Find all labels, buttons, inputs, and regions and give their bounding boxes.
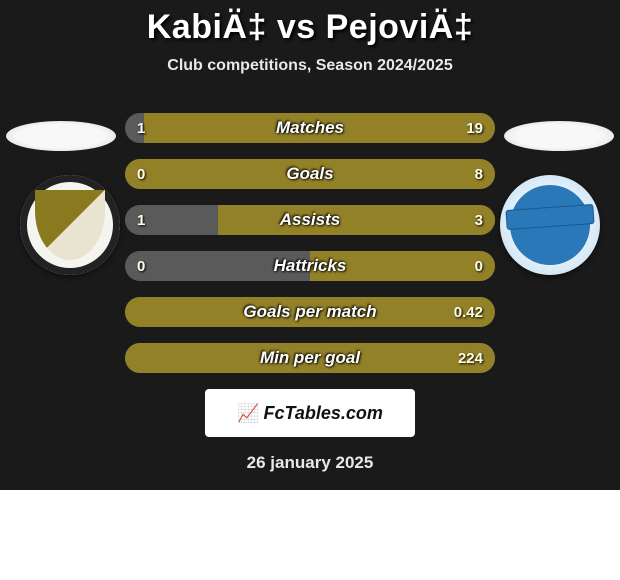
stat-row: 0Goals8: [125, 159, 495, 189]
team-logo-right: [500, 175, 600, 275]
stat-row: Goals per match0.42: [125, 297, 495, 327]
stat-label: Goals: [125, 159, 495, 189]
watermark: 📈 FcTables.com: [205, 389, 415, 437]
page-title: KabiÄ‡ vs PejoviÄ‡: [0, 8, 620, 47]
stats-list: 1Matches190Goals81Assists30Hattricks0Goa…: [125, 113, 495, 373]
stat-row: Min per goal224: [125, 343, 495, 373]
stat-value-right: 224: [458, 343, 483, 373]
subtitle: Club competitions, Season 2024/2025: [0, 57, 620, 75]
stat-value-right: 0: [475, 251, 483, 281]
stat-value-right: 8: [475, 159, 483, 189]
stat-value-right: 0.42: [454, 297, 483, 327]
team-logo-left: [20, 175, 120, 275]
crest-banner-icon: [505, 204, 594, 230]
date-label: 26 january 2025: [0, 453, 620, 473]
stat-label: Goals per match: [125, 297, 495, 327]
stat-label: Min per goal: [125, 343, 495, 373]
stat-row: 1Assists3: [125, 205, 495, 235]
stat-label: Matches: [125, 113, 495, 143]
player-avatar-right: [504, 121, 614, 151]
player-avatar-left: [6, 121, 116, 151]
stat-row: 0Hattricks0: [125, 251, 495, 281]
watermark-text: FcTables.com: [264, 403, 383, 424]
crest-circle-icon: [510, 185, 590, 265]
watermark-icon: 📈: [237, 403, 259, 424]
stat-row: 1Matches19: [125, 113, 495, 143]
stat-value-right: 3: [475, 205, 483, 235]
stat-label: Assists: [125, 205, 495, 235]
comparison-card: KabiÄ‡ vs PejoviÄ‡ Club competitions, Se…: [0, 0, 620, 490]
stat-label: Hattricks: [125, 251, 495, 281]
stat-value-right: 19: [466, 113, 483, 143]
